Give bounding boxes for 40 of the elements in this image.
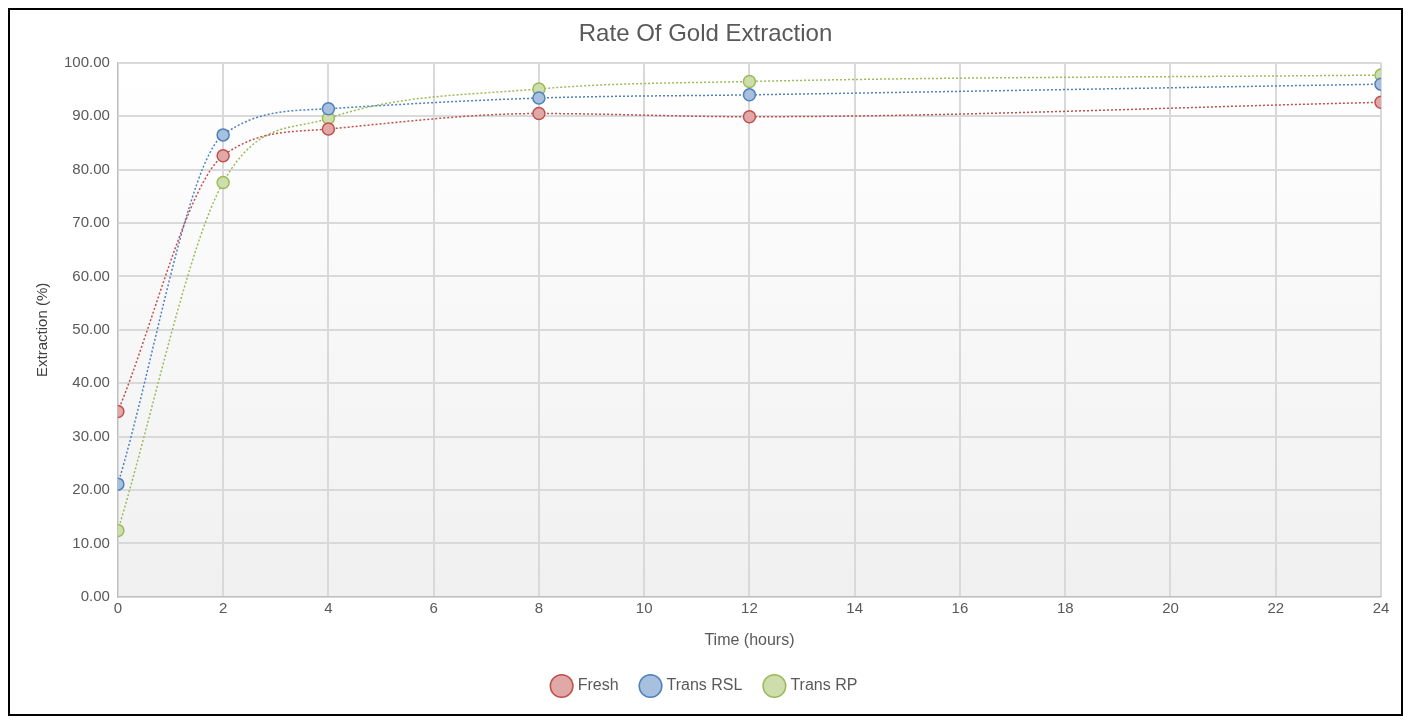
legend-label: Trans RP	[790, 676, 858, 694]
x-tick-label: 14	[846, 598, 864, 616]
y-tick-label: 0.00	[80, 586, 110, 604]
chart-title: Rate Of Gold Extraction	[578, 19, 833, 47]
x-tick-label: 2	[218, 598, 228, 616]
y-tick-label: 100.00	[63, 52, 110, 70]
x-tick-label: 22	[1267, 598, 1285, 616]
y-tick-label: 10.00	[72, 533, 110, 551]
legend-label: Fresh	[577, 676, 619, 694]
point	[216, 175, 230, 190]
point	[742, 74, 757, 89]
point	[321, 101, 336, 116]
x-axis-title: Time (hours)	[704, 630, 795, 648]
point	[742, 88, 757, 102]
y-tick-label: 20.00	[72, 480, 110, 498]
point	[321, 122, 336, 136]
point	[216, 148, 230, 163]
y-tick-label: 80.00	[72, 159, 110, 177]
x-tick-label: 8	[534, 598, 544, 616]
y-tick-label: 30.00	[72, 426, 110, 444]
x-tick-label: 10	[635, 598, 653, 616]
x-tick-label: 0	[113, 598, 123, 616]
x-tick-label: 18	[1056, 598, 1074, 616]
x-tick-label: 12	[741, 598, 758, 616]
y-tick-label: 40.00	[72, 373, 110, 391]
y-tick-label: 90.00	[72, 106, 110, 124]
x-tick-label: 20	[1162, 598, 1179, 616]
legend-label: Trans RSL	[666, 676, 743, 694]
y-tick-label: 70.00	[72, 213, 110, 231]
point	[742, 109, 757, 124]
x-tick-label: 16	[951, 598, 969, 616]
x-tick-label: 6	[429, 598, 438, 616]
x-tick-label: 24	[1372, 598, 1390, 616]
point	[532, 91, 546, 105]
y-axis-title: Extraction (%)	[33, 282, 51, 377]
y-tick-label: 60.00	[72, 266, 110, 284]
x-tick-label: 4	[324, 598, 333, 616]
y-tick-label: 50.00	[72, 319, 110, 337]
point	[532, 106, 546, 121]
point	[216, 128, 230, 142]
